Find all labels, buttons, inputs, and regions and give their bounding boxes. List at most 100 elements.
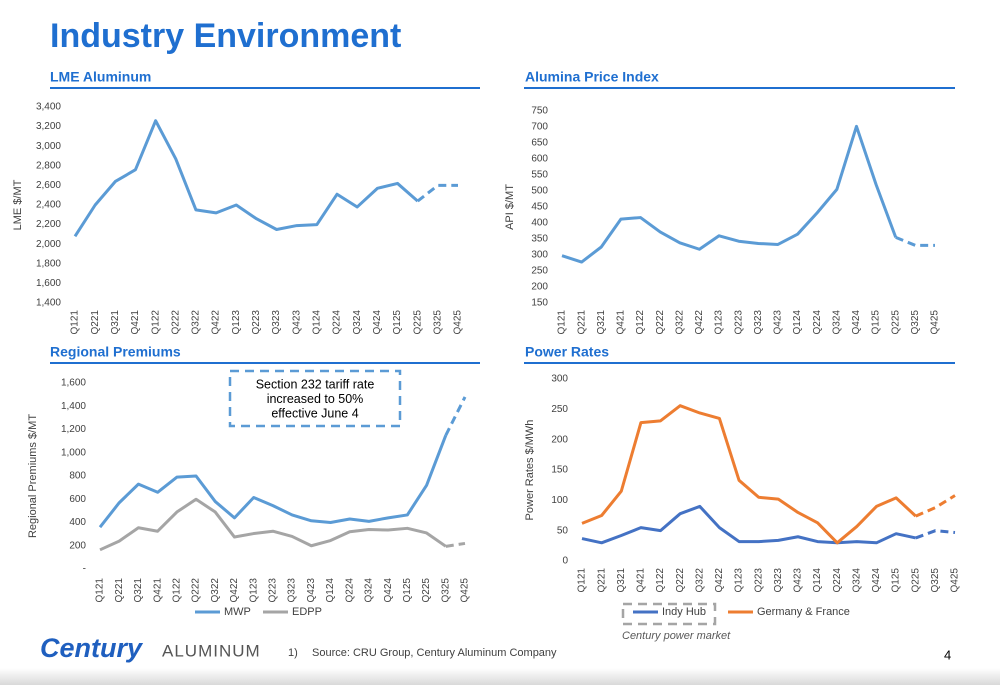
- x-tick-label: Q425: [453, 310, 464, 335]
- x-tick-label: Q422: [714, 568, 725, 593]
- y-tick-label: 700: [531, 122, 548, 133]
- x-tick-label: Q324: [831, 310, 842, 335]
- x-tick-label: Q425: [930, 310, 941, 335]
- y-tick-label: 1,800: [36, 258, 61, 269]
- x-tick-label: Q125: [402, 578, 413, 603]
- annotation-text: effective June 4: [271, 406, 358, 420]
- forecast-line: [416, 183, 458, 203]
- x-tick-label: Q124: [812, 568, 823, 593]
- panel-title: LME Aluminum: [50, 69, 151, 85]
- x-tick-label: Q421: [152, 578, 163, 603]
- x-tick-label: Q122: [655, 568, 666, 593]
- y-tick-label: 600: [531, 154, 548, 165]
- x-tick-label: Q124: [792, 310, 803, 335]
- x-tick-label: Q423: [291, 310, 302, 335]
- y-tick-label: 2,400: [36, 200, 61, 211]
- x-tick-label: Q223: [251, 310, 262, 335]
- note-box: [621, 602, 717, 626]
- x-tick-label: Q323: [773, 568, 784, 593]
- x-tick-label: Q221: [576, 310, 587, 335]
- y-tick-label: 300: [551, 374, 568, 385]
- slide-title: Industry Environment: [50, 17, 401, 55]
- forecast-line: [445, 541, 466, 548]
- legend-label: Indy Hub: [662, 606, 706, 618]
- y-tick-label: 2,800: [36, 160, 61, 171]
- y-tick-label: 1,600: [36, 278, 61, 289]
- note-number: 1): [288, 647, 298, 659]
- x-tick-label: Q224: [332, 310, 343, 335]
- x-tick-label: Q121: [70, 310, 81, 335]
- y-tick-label: 50: [557, 525, 569, 536]
- x-tick-label: Q325: [930, 568, 941, 593]
- x-tick-label: Q323: [753, 310, 764, 335]
- legend-label: Germany & France: [757, 606, 850, 618]
- x-tick-label: Q225: [412, 310, 423, 335]
- x-tick-label: Q223: [753, 568, 764, 593]
- logo-sub: ALUMINUM: [162, 641, 261, 660]
- y-tick-label: 1,200: [61, 424, 86, 435]
- x-tick-label: Q222: [170, 310, 181, 335]
- x-tick-label: Q421: [130, 310, 141, 335]
- x-tick-label: Q225: [421, 578, 432, 603]
- legend-note: Century power market: [622, 630, 731, 642]
- x-tick-label: Q324: [352, 310, 363, 335]
- x-tick-label: Q325: [440, 578, 451, 603]
- y-tick-label: 200: [531, 282, 548, 293]
- y-tick-label: 2,600: [36, 180, 61, 191]
- x-tick-label: Q321: [596, 310, 607, 335]
- x-tick-label: Q423: [773, 310, 784, 335]
- x-tick-label: Q424: [871, 568, 882, 593]
- annotation-box: [228, 369, 402, 428]
- y-tick-label: 3,200: [36, 121, 61, 132]
- x-tick-label: Q324: [851, 568, 862, 593]
- x-tick-label: Q325: [910, 310, 921, 335]
- y-tick-label: 0: [562, 556, 568, 567]
- x-tick-label: Q422: [211, 310, 222, 335]
- x-tick-label: Q121: [557, 310, 568, 335]
- x-tick-label: Q322: [694, 568, 705, 593]
- x-tick-label: Q125: [392, 310, 403, 335]
- x-tick-label: Q321: [133, 578, 144, 603]
- y-tick-label: 250: [551, 404, 568, 415]
- series-line: [561, 124, 898, 264]
- x-tick-label: Q221: [114, 578, 125, 603]
- x-tick-label: Q424: [383, 578, 394, 603]
- x-tick-label: Q423: [306, 578, 317, 603]
- x-tick-label: Q223: [268, 578, 279, 603]
- y-tick-label: 600: [69, 494, 86, 505]
- legend-label: EDPP: [292, 606, 322, 618]
- x-tick-label: Q222: [675, 568, 686, 593]
- y-axis-label: LME $/MT: [12, 179, 24, 230]
- x-tick-label: Q222: [191, 578, 202, 603]
- y-tick-label: 150: [531, 298, 548, 309]
- y-tick-label: 800: [69, 471, 86, 482]
- x-tick-label: Q224: [344, 578, 355, 603]
- x-tick-label: Q424: [372, 310, 383, 335]
- x-tick-label: Q224: [812, 310, 823, 335]
- x-tick-label: Q322: [210, 578, 221, 603]
- x-tick-label: Q424: [851, 310, 862, 335]
- y-tick-label: 650: [531, 138, 548, 149]
- legend-label: MWP: [224, 606, 251, 618]
- forecast-line: [915, 494, 956, 518]
- x-tick-label: Q322: [191, 310, 202, 335]
- series-line: [581, 504, 917, 545]
- y-tick-label: 3,400: [36, 102, 61, 113]
- x-tick-label: Q124: [312, 310, 323, 335]
- footer-band: [0, 668, 1000, 685]
- x-tick-label: Q423: [793, 568, 804, 593]
- y-tick-label: 2,000: [36, 239, 61, 250]
- y-tick-label: 400: [531, 218, 548, 229]
- forecast-line: [915, 529, 956, 540]
- x-tick-label: Q122: [150, 310, 161, 335]
- y-tick-label: 350: [531, 234, 548, 245]
- y-tick-label: 450: [531, 202, 548, 213]
- y-tick-label: 1,400: [36, 298, 61, 309]
- page-number: 4: [944, 647, 951, 662]
- x-tick-label: Q422: [694, 310, 705, 335]
- y-tick-label: -: [83, 564, 86, 575]
- logo-main: Century: [40, 633, 144, 663]
- panel-title: Power Rates: [525, 344, 609, 360]
- x-tick-label: Q123: [231, 310, 242, 335]
